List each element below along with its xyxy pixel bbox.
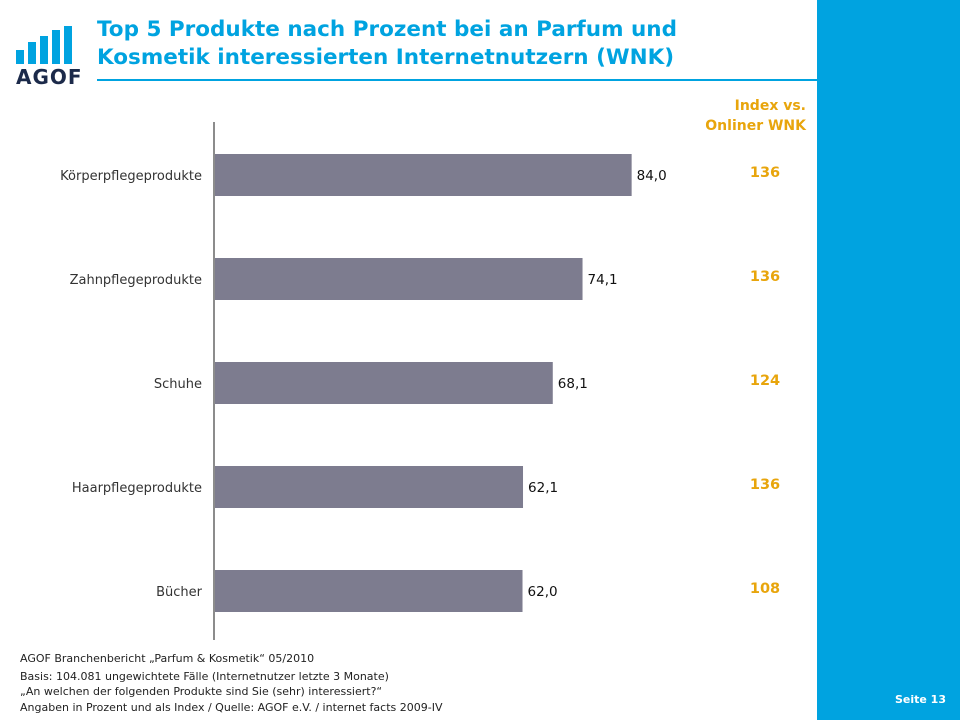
value-label: 68,1 [558, 376, 588, 392]
value-label: 62,0 [528, 584, 558, 600]
sidebar-band: Seite 13 [817, 0, 960, 720]
category-label: Zahnpflegeprodukte [70, 273, 202, 288]
footer-note: Angaben in Prozent und als Index / Quell… [20, 701, 443, 714]
bar [215, 258, 583, 300]
title-line-2: Kosmetik interessierten Internetnutzern … [97, 45, 675, 70]
logo-bars-icon [16, 24, 76, 64]
value-label: 74,1 [588, 272, 618, 288]
index-value: 136 [749, 269, 781, 285]
category-label: Schuhe [154, 377, 202, 392]
bar-chart: Körperpflegeprodukte 84,0 Zahnpflegeproduk… [60, 122, 667, 640]
category-label: Bücher [156, 585, 203, 600]
value-label: 84,0 [637, 168, 667, 184]
footer-source: AGOF Branchenbericht „Parfum & Kosmetik“… [20, 652, 315, 665]
index-value: 136 [749, 477, 781, 493]
index-value: 108 [749, 581, 781, 597]
bar [215, 362, 553, 404]
index-header-line-2: Onliner WNK [705, 118, 806, 134]
bar [215, 154, 632, 196]
value-label: 62,1 [528, 480, 558, 496]
index-header: Index vs. Onliner WNK [640, 96, 806, 136]
bar [215, 466, 524, 508]
page-title: Top 5 Produkte nach Prozent bei an Parfu… [97, 16, 817, 72]
category-label: Körperpflegeprodukte [60, 169, 202, 184]
footer-basis: Basis: 104.081 ungewichtete Fälle (Inter… [20, 670, 389, 683]
footer-question: „An welchen der folgenden Produkte sind … [20, 685, 383, 698]
index-value: 124 [749, 373, 781, 389]
index-value: 136 [749, 165, 781, 181]
agof-logo: AGOF [16, 24, 83, 96]
title-line-1: Top 5 Produkte nach Prozent bei an Parfu… [97, 17, 677, 42]
page-number: Seite 13 [894, 693, 946, 706]
index-header-line-1: Index vs. [734, 98, 806, 114]
title-underline [97, 79, 817, 81]
logo-text: AGOF [16, 65, 83, 89]
category-label: Haarpflegeprodukte [72, 481, 202, 496]
bar [215, 570, 523, 612]
